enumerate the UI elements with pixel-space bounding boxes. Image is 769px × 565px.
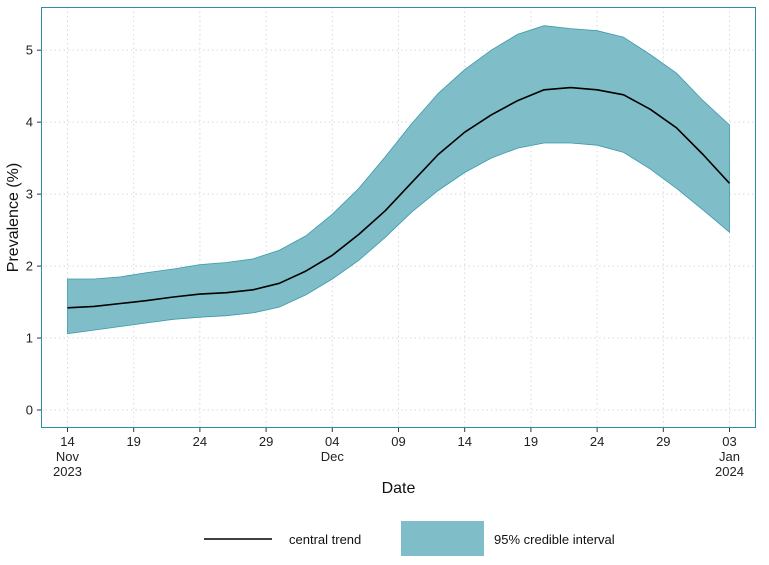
plot-panel-border <box>41 7 756 428</box>
x-tick-label: 2024 <box>715 464 744 479</box>
legend: central trend 95% credible interval <box>204 521 615 556</box>
legend-key-credible-interval <box>401 521 484 556</box>
legend-label-credible-interval: 95% credible interval <box>494 532 615 547</box>
y-tick-label: 1 <box>26 331 33 346</box>
y-tick-label: 4 <box>26 115 33 130</box>
y-tick-label: 2 <box>26 259 33 274</box>
y-tick-label: 0 <box>26 403 33 418</box>
x-tick-label: Nov <box>56 449 80 464</box>
x-axis-title: Date <box>382 480 416 497</box>
y-axis-title: Prevalence (%) <box>5 163 22 272</box>
legend-label-central-trend: central trend <box>289 532 361 547</box>
x-tick-label: 14 <box>457 434 471 449</box>
central-trend-line <box>67 86 731 309</box>
x-tick-label: 24 <box>193 434 207 449</box>
y-tick-label: 3 <box>26 187 33 202</box>
x-tick-label: 03 <box>722 434 736 449</box>
credible-interval-band <box>67 25 730 335</box>
y-axis-ticks: 0 1 2 3 4 5 <box>26 43 41 418</box>
x-tick-label: 24 <box>590 434 604 449</box>
x-tick-label: 09 <box>391 434 405 449</box>
x-tick-label: 19 <box>524 434 538 449</box>
y-tick-label: 5 <box>26 43 33 58</box>
x-tick-label: 14 <box>60 434 74 449</box>
x-tick-label: 04 <box>325 434 339 449</box>
x-tick-label: 29 <box>656 434 670 449</box>
x-tick-label: Jan <box>719 449 740 464</box>
x-tick-label: 2023 <box>53 464 82 479</box>
x-tick-label: 29 <box>259 434 273 449</box>
x-tick-label: Dec <box>321 449 345 464</box>
x-tick-label: 19 <box>126 434 140 449</box>
